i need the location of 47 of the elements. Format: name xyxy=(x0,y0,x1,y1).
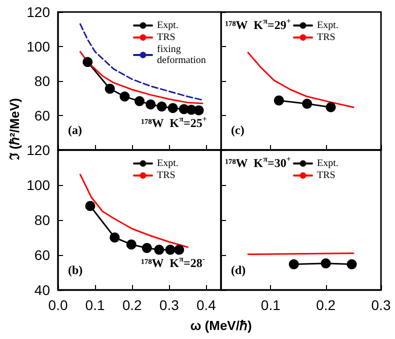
x-tick-label: 0.0 xyxy=(48,297,68,313)
x-tick-label: 0.2 xyxy=(316,297,336,313)
x-tick-label: 0.2 xyxy=(122,297,142,313)
legend-label: Expt. xyxy=(157,158,178,169)
point xyxy=(126,240,136,250)
legend-label: Expt. xyxy=(317,158,338,169)
point xyxy=(168,103,178,114)
point xyxy=(120,92,130,102)
annotation: (a) xyxy=(68,123,82,137)
y-tick-label: 120 xyxy=(26,4,50,20)
point xyxy=(104,84,115,94)
x-tick-label: 0.1 xyxy=(85,297,105,313)
point xyxy=(194,105,204,116)
y-tick-label: 60 xyxy=(34,108,50,124)
point xyxy=(174,244,184,255)
point xyxy=(142,243,152,253)
x-tick-label: 0.3 xyxy=(159,297,180,313)
legend-label: fixing deformation xyxy=(157,44,206,66)
legend-label: TRS xyxy=(157,170,176,181)
x-tick-label: 0.1 xyxy=(260,297,281,313)
annotation: (d) xyxy=(231,263,246,277)
y-tick-label: 100 xyxy=(26,38,50,54)
point xyxy=(154,244,164,255)
y-tick-label: 40 xyxy=(34,282,50,298)
point xyxy=(82,57,93,68)
legend-label: TRS xyxy=(317,32,336,43)
legend-label: TRS xyxy=(157,32,176,43)
point xyxy=(85,201,96,211)
y-tick-label: 100 xyxy=(26,177,50,193)
legend-label: Expt. xyxy=(317,20,338,31)
point xyxy=(165,244,176,255)
point xyxy=(146,99,156,110)
x-tick-label: 0.4 xyxy=(196,297,216,313)
y-axis-title: ℑ (ℏ²/MeV) xyxy=(6,98,23,160)
y-tick-label: 80 xyxy=(34,73,50,89)
point xyxy=(134,96,144,106)
x-axis-title: ω (MeV/ℏ) xyxy=(190,317,252,334)
annotation: (c) xyxy=(231,123,244,137)
legend-label: TRS xyxy=(317,170,336,181)
y-tick-label: 120 xyxy=(26,142,50,158)
point xyxy=(110,232,120,242)
annotation: (b) xyxy=(68,263,83,277)
y-tick-label: 60 xyxy=(34,247,50,263)
x-tick-label: 0.3 xyxy=(371,297,391,313)
legend-label: Expt. xyxy=(157,20,178,31)
point xyxy=(156,102,167,112)
y-tick-label: 80 xyxy=(34,212,50,228)
